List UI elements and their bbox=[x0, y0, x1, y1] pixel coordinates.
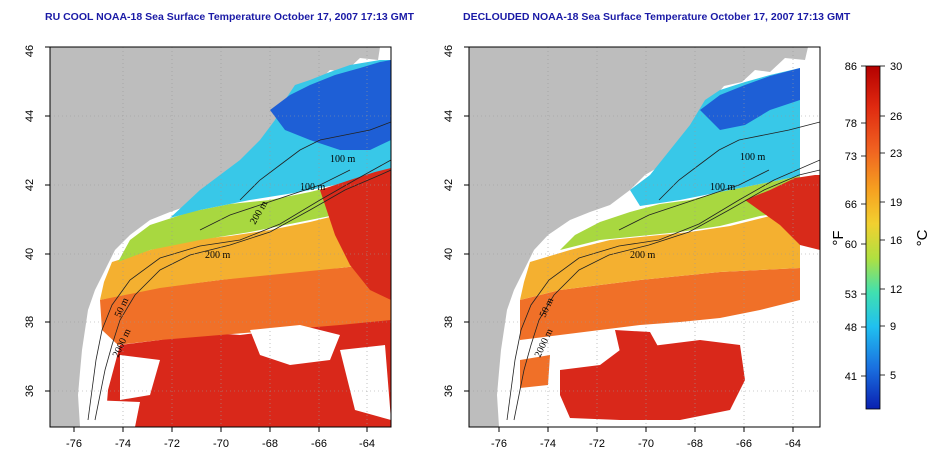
y-tick-left-42: 42 bbox=[24, 179, 36, 191]
right-panel-title: DECLOUDED NOAA-18 Sea Surface Temperatur… bbox=[463, 11, 851, 23]
sst-gulfstream-left bbox=[320, 168, 391, 300]
land-left bbox=[50, 47, 380, 427]
x-tick-right-74: -74 bbox=[540, 438, 556, 450]
sst-yellow-left bbox=[100, 205, 391, 300]
sst-yellow-right bbox=[520, 210, 800, 300]
y-tick-right-46: 46 bbox=[443, 45, 455, 57]
sst-gulfstream-right bbox=[745, 175, 820, 250]
y-tick-left-38: 38 bbox=[24, 316, 36, 328]
y-tick-left-36: 36 bbox=[24, 385, 36, 397]
colorbar-f-60: 60 bbox=[845, 239, 857, 251]
y-tick-right-44: 44 bbox=[443, 110, 455, 122]
y-tick-right-38: 38 bbox=[443, 316, 455, 328]
sst-orange-left bbox=[100, 262, 391, 345]
y-tick-right-40: 40 bbox=[443, 248, 455, 260]
colorbar-c-5: 5 bbox=[890, 370, 896, 382]
y-tick-left-44: 44 bbox=[24, 110, 36, 122]
colorbar-f-66: 66 bbox=[845, 199, 857, 211]
colorbar-f-73: 73 bbox=[845, 151, 857, 163]
y-tick-right-42: 42 bbox=[443, 179, 455, 191]
colorbar-c-12: 12 bbox=[890, 284, 902, 296]
x-tick-left-74: -74 bbox=[115, 438, 131, 450]
right-map: 100 m 100 m 200 m 50 m 2000 m bbox=[469, 47, 820, 427]
x-tick-left-66: -66 bbox=[311, 438, 327, 450]
x-tick-left-68: -68 bbox=[262, 438, 278, 450]
colorbar-f-48: 48 bbox=[845, 322, 857, 334]
contour-label-200m-right: 200 m bbox=[630, 250, 656, 261]
colorbar-f-53: 53 bbox=[845, 289, 857, 301]
x-tick-left-76: -76 bbox=[66, 438, 82, 450]
left-map: 100 m 100 m 200 m 200 m 50 m 2000 m bbox=[50, 47, 391, 427]
colorbar-f-78: 78 bbox=[845, 118, 857, 130]
colorbar-unit-f: °F bbox=[830, 230, 847, 245]
y-tick-left-46: 46 bbox=[24, 45, 36, 57]
colorbar-unit-c: °C bbox=[914, 229, 931, 246]
contour-label-100m-a: 100 m bbox=[330, 154, 356, 165]
x-tick-left-64: -64 bbox=[359, 438, 375, 450]
sst-green-right bbox=[560, 176, 800, 250]
x-tick-right-76: -76 bbox=[491, 438, 507, 450]
contour-label-100m-b: 100 m bbox=[300, 182, 326, 193]
colorbar-f-86: 86 bbox=[845, 61, 857, 73]
land-right bbox=[469, 47, 808, 427]
x-tick-right-64: -64 bbox=[785, 438, 801, 450]
sst-red-right bbox=[560, 340, 745, 420]
left-panel-title: RU COOL NOAA-18 Sea Surface Temperature … bbox=[45, 11, 414, 23]
colorbar-c-30: 30 bbox=[890, 61, 902, 73]
x-tick-left-72: -72 bbox=[164, 438, 180, 450]
colorbar-c-19: 19 bbox=[890, 197, 902, 209]
contour-label-200m: 200 m bbox=[205, 250, 231, 261]
right-map-frame bbox=[468, 46, 821, 428]
contour-label-100m-b-right: 100 m bbox=[710, 182, 736, 193]
colorbar-c-26: 26 bbox=[890, 111, 902, 123]
x-tick-right-72: -72 bbox=[589, 438, 605, 450]
sst-blue-right bbox=[700, 68, 800, 130]
contour-label-100m-a-right: 100 m bbox=[740, 152, 766, 163]
colorbar-c-9: 9 bbox=[890, 321, 896, 333]
y-tick-right-36: 36 bbox=[443, 385, 455, 397]
colorbar-c-16: 16 bbox=[890, 235, 902, 247]
sst-blue-left bbox=[270, 60, 391, 150]
colorbar-f-41: 41 bbox=[845, 371, 857, 383]
x-tick-right-70: -70 bbox=[638, 438, 654, 450]
colorbar-c-23: 23 bbox=[890, 148, 902, 160]
x-tick-right-66: -66 bbox=[736, 438, 752, 450]
x-tick-right-68: -68 bbox=[687, 438, 703, 450]
y-tick-left-40: 40 bbox=[24, 248, 36, 260]
colorbar bbox=[865, 65, 881, 410]
x-tick-left-70: -70 bbox=[213, 438, 229, 450]
